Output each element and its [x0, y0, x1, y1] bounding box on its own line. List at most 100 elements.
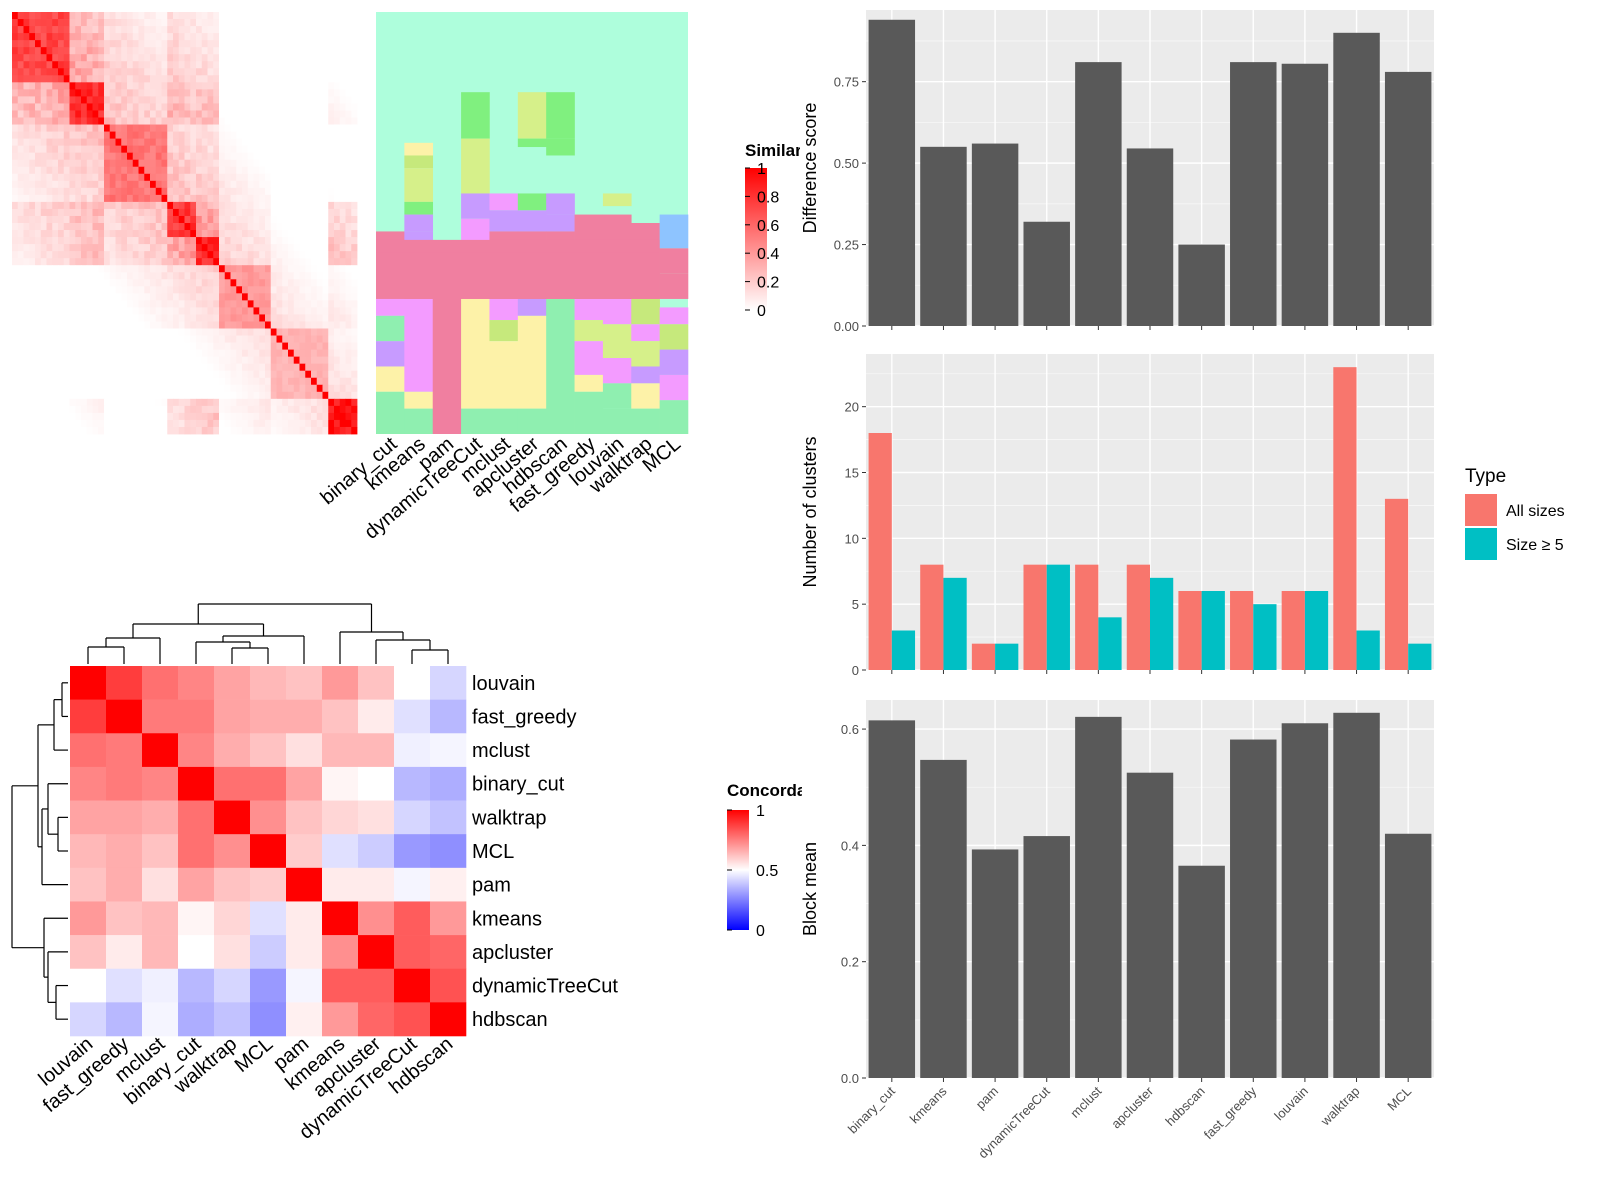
- cluster-segment: [517, 138, 547, 148]
- similarity-cell: [322, 26, 329, 34]
- similarity-cell: [184, 89, 191, 97]
- similarity-cell: [52, 265, 59, 273]
- similarity-cell: [75, 412, 82, 421]
- similarity-cell: [104, 159, 111, 168]
- similarity-cell: [339, 124, 346, 132]
- similarity-cell: [334, 412, 341, 421]
- similarity-cell: [23, 412, 30, 421]
- similarity-cell: [58, 391, 65, 400]
- similarity-cell: [270, 391, 277, 400]
- similarity-cell: [138, 173, 145, 182]
- similarity-cell: [69, 201, 76, 210]
- similarity-cell: [311, 26, 318, 34]
- similarity-cell: [213, 335, 220, 343]
- similarity-cell: [328, 215, 335, 224]
- similarity-cell: [184, 258, 191, 266]
- concordance-row-label: louvain: [472, 673, 535, 695]
- similarity-cell: [178, 215, 185, 224]
- similarity-cell: [305, 68, 312, 76]
- similarity-cell: [104, 293, 111, 301]
- similarity-cell: [144, 391, 151, 400]
- similarity-cell: [138, 328, 145, 336]
- similarity-cell: [334, 173, 341, 182]
- similarity-cell: [201, 314, 208, 322]
- similarity-cell: [127, 335, 134, 343]
- similarity-cell: [351, 194, 358, 203]
- cluster-segment: [461, 408, 490, 434]
- similarity-cell: [345, 187, 352, 196]
- similarity-cell: [132, 328, 139, 336]
- similarity-cell: [29, 342, 36, 350]
- similarity-cell: [351, 328, 358, 336]
- similarity-cell: [265, 363, 272, 372]
- similarity-cell: [213, 33, 220, 41]
- concordance-cell: [358, 766, 395, 801]
- similarity-cell: [63, 215, 70, 224]
- similarity-cell: [144, 61, 151, 69]
- similarity-cell: [46, 398, 53, 407]
- similarity-cell: [109, 307, 116, 315]
- bar: [868, 720, 916, 1078]
- similarity-cell: [63, 201, 70, 210]
- similarity-cell: [69, 356, 76, 365]
- similarity-cell: [276, 314, 283, 322]
- similarity-cell: [69, 54, 76, 62]
- similarity-cell: [184, 82, 191, 90]
- similarity-cell: [345, 384, 352, 393]
- similarity-cell: [52, 370, 59, 379]
- similarity-cell: [138, 82, 145, 90]
- similarity-cell: [196, 194, 203, 203]
- similarity-cell: [184, 96, 191, 104]
- similarity-cell: [184, 215, 191, 224]
- similarity-cell: [75, 152, 82, 161]
- similarity-cell: [52, 300, 59, 308]
- similarity-cell: [35, 314, 42, 322]
- similarity-cell: [184, 286, 191, 294]
- similarity-cell: [161, 342, 168, 350]
- similarity-cell: [98, 68, 105, 76]
- similarity-cell: [219, 293, 226, 301]
- similarity-cell: [322, 363, 329, 372]
- similarity-cell: [155, 419, 162, 428]
- similarity-cell: [58, 237, 65, 245]
- similarity-cell: [17, 12, 24, 20]
- similarity-cell: [224, 138, 231, 147]
- similarity-cell: [150, 412, 157, 421]
- similarity-cell: [150, 131, 157, 139]
- similarity-cell: [305, 286, 312, 294]
- similarity-cell: [167, 54, 174, 62]
- similarity-cell: [190, 279, 197, 287]
- similarity-cell: [69, 47, 76, 55]
- similarity-cell: [86, 75, 93, 83]
- similarity-cell: [288, 265, 295, 273]
- similarity-cell: [247, 251, 254, 259]
- similarity-cell: [144, 194, 151, 203]
- similarity-cell: [334, 377, 341, 386]
- similarity-cell: [98, 215, 105, 224]
- similarity-cell: [46, 19, 53, 27]
- similarity-cell: [127, 342, 134, 350]
- similarity-cell: [58, 61, 65, 69]
- similarity-cell: [276, 391, 283, 400]
- similarity-cell: [138, 279, 145, 287]
- similarity-cell: [138, 426, 145, 435]
- similarity-cell: [12, 370, 19, 379]
- similarity-cell: [46, 110, 53, 118]
- similarity-cell: [270, 363, 277, 372]
- concordance-cell: [394, 867, 431, 902]
- similarity-cell: [339, 279, 346, 287]
- similarity-cell: [150, 124, 157, 132]
- similarity-cell: [322, 96, 329, 104]
- similarity-cell: [167, 349, 174, 358]
- similarity-cell: [282, 103, 289, 111]
- similarity-cell: [81, 307, 88, 315]
- similarity-cell: [288, 321, 295, 329]
- similarity-cell: [29, 208, 36, 217]
- similarity-cell: [132, 349, 139, 358]
- similarity-cell: [104, 75, 111, 83]
- similarity-cell: [75, 349, 82, 358]
- similarity-cell: [351, 47, 358, 55]
- similarity-cell: [190, 180, 197, 189]
- similarity-cell: [207, 89, 214, 97]
